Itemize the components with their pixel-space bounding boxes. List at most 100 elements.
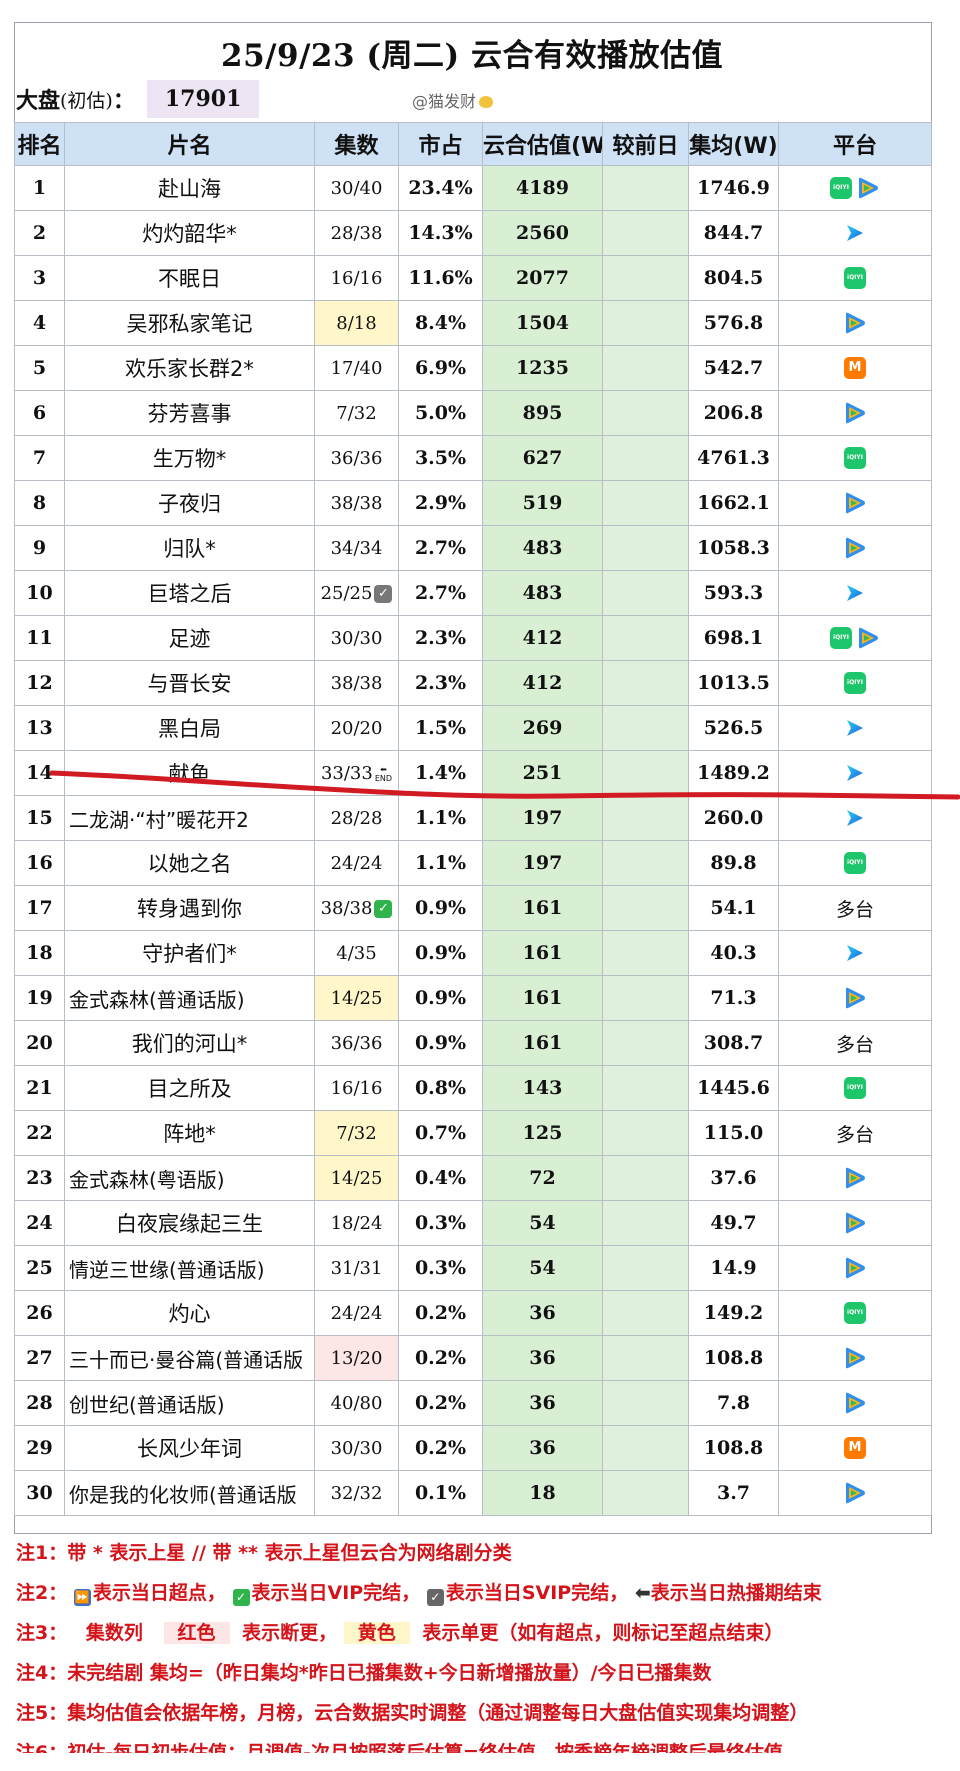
- title-cell: 巨塔之后: [64, 570, 315, 616]
- iqiyi-icon: iQIYI: [844, 447, 866, 470]
- note-5: 注5：集均估值会依据年榜，月榜，云合数据实时调整（通过调整每日大盘估值实现集均调…: [16, 1702, 809, 1724]
- title-cell: 长风少年词: [64, 1425, 315, 1471]
- prev-day-cell: [602, 570, 689, 616]
- platform-cell: [778, 390, 932, 436]
- title-cell: 吴邪私家笔记: [64, 300, 315, 346]
- prev-day-cell: [602, 975, 689, 1021]
- prev-day-cell: [602, 435, 689, 481]
- vip-end-icon: ✓: [374, 899, 393, 918]
- prev-day-cell: [602, 480, 689, 526]
- platform-cell: [778, 525, 932, 571]
- platform-text: 多台: [835, 1123, 874, 1146]
- page-title: 25/9/23 (周二) 云合有效播放估值: [221, 38, 723, 74]
- platform-cell: [778, 300, 932, 346]
- table-row: 17 转身遇到你 38/38 ✓ 0.9% 161 54.1 多台: [14, 885, 932, 931]
- episodes-cell: 28/38: [314, 210, 399, 256]
- col-prev-day: 较前日: [602, 122, 689, 166]
- mango-tv-icon: M: [844, 357, 866, 380]
- table-row: 9 归队* 34/34 2.7% 483 1058.3: [14, 525, 932, 571]
- platform-cell: M: [778, 345, 932, 391]
- share-cell: 8.4%: [398, 300, 483, 346]
- title-cell: 献鱼: [64, 750, 315, 796]
- avg-cell: 89.8: [688, 840, 779, 886]
- estimate-cell: 18: [482, 1470, 603, 1516]
- share-cell: 0.2%: [398, 1425, 483, 1471]
- rank-cell: 16: [14, 840, 65, 886]
- rank-cell: 2: [14, 210, 65, 256]
- avg-cell: 1013.5: [688, 660, 779, 706]
- table-row: 15 二龙湖·“村”暖花开2 28/28 1.1% 197 260.0: [14, 795, 932, 841]
- prev-day-cell: [602, 390, 689, 436]
- rank-cell: 8: [14, 480, 65, 526]
- share-cell: 3.5%: [398, 435, 483, 481]
- table-row: 25 情逆三世缘(普通话版) 31/31 0.3% 54 14.9: [14, 1245, 932, 1291]
- iqiyi-icon: iQIYI: [844, 1077, 866, 1100]
- table-row: 20 我们的河山* 36/36 0.9% 161 308.7 多台: [14, 1020, 932, 1066]
- share-cell: 23.4%: [398, 165, 483, 211]
- prev-day-cell: [602, 1020, 689, 1066]
- col-estimate: 云合估值(W): [482, 122, 603, 166]
- title-cell: 不眠日: [64, 255, 315, 301]
- iqiyi-icon: iQIYI: [830, 177, 852, 200]
- svip-end-icon: ✓: [374, 584, 393, 603]
- estimate-cell: 412: [482, 615, 603, 661]
- tencent-video-icon: [846, 537, 865, 559]
- platform-cell: [778, 1335, 932, 1381]
- yellow-chip: 黄色: [343, 1622, 410, 1644]
- title-cell: 三十而已·曼谷篇(普通话版: [64, 1335, 315, 1381]
- share-cell: 5.0%: [398, 390, 483, 436]
- estimate-cell: 519: [482, 480, 603, 526]
- youku-icon: [847, 810, 863, 827]
- tencent-video-icon: [846, 402, 865, 424]
- share-cell: 0.4%: [398, 1155, 483, 1201]
- market-colon: ：: [112, 88, 135, 114]
- share-cell: 2.7%: [398, 525, 483, 571]
- estimate-cell: 161: [482, 1020, 603, 1066]
- tencent-video-icon: [846, 987, 865, 1009]
- share-cell: 6.9%: [398, 345, 483, 391]
- note-1: 注1：带 * 表示上星 // 带 ** 表示上星但云合为网络剧分类: [16, 1542, 512, 1564]
- rank-cell: 22: [14, 1110, 65, 1156]
- title-cell: 你是我的化妆师(普通话版: [64, 1470, 315, 1516]
- prev-day-cell: [602, 750, 689, 796]
- episodes-cell: 7/32: [314, 390, 399, 436]
- share-cell: 2.9%: [398, 480, 483, 526]
- platform-cell: [778, 1155, 932, 1201]
- platform-cell: [778, 480, 932, 526]
- title-cell: 阵地*: [64, 1110, 315, 1156]
- episodes-cell: 18/24: [314, 1200, 399, 1246]
- share-cell: 2.3%: [398, 660, 483, 706]
- estimate-cell: 161: [482, 975, 603, 1021]
- share-cell: 0.2%: [398, 1335, 483, 1381]
- col-episodes: 集数: [314, 122, 399, 166]
- table-row: 3 不眠日 16/16 11.6% 2077 804.5 iQIYI: [14, 255, 932, 301]
- iqiyi-icon: iQIYI: [830, 627, 852, 650]
- platform-cell: iQIYI: [778, 255, 932, 301]
- table-row: 28 创世纪(普通话版) 40/80 0.2% 36 7.8: [14, 1380, 932, 1426]
- estimate-cell: 36: [482, 1335, 603, 1381]
- rank-cell: 18: [14, 930, 65, 976]
- rank-cell: 27: [14, 1335, 65, 1381]
- iqiyi-icon: iQIYI: [844, 672, 866, 695]
- estimate-cell: 483: [482, 525, 603, 571]
- rank-cell: 28: [14, 1380, 65, 1426]
- mango-tv-icon: M: [844, 1437, 866, 1460]
- platform-cell: iQIYI: [778, 435, 932, 481]
- episodes-cell: 38/38: [314, 660, 399, 706]
- prev-day-cell: [602, 930, 689, 976]
- estimate-cell: 36: [482, 1380, 603, 1426]
- episodes-cell: 32/32: [314, 1470, 399, 1516]
- rank-cell: 29: [14, 1425, 65, 1471]
- platform-cell: [778, 705, 932, 751]
- rank-cell: 9: [14, 525, 65, 571]
- estimate-cell: 4189: [482, 165, 603, 211]
- platform-cell: [778, 975, 932, 1021]
- table-row: 5 欢乐家长群2* 17/40 6.9% 1235 542.7 M: [14, 345, 932, 391]
- avg-cell: 804.5: [688, 255, 779, 301]
- avg-cell: 698.1: [688, 615, 779, 661]
- prev-day-cell: [602, 210, 689, 256]
- rank-cell: 17: [14, 885, 65, 931]
- estimate-cell: 2077: [482, 255, 603, 301]
- market-value: 17901: [146, 80, 260, 118]
- title-cell: 欢乐家长群2*: [64, 345, 315, 391]
